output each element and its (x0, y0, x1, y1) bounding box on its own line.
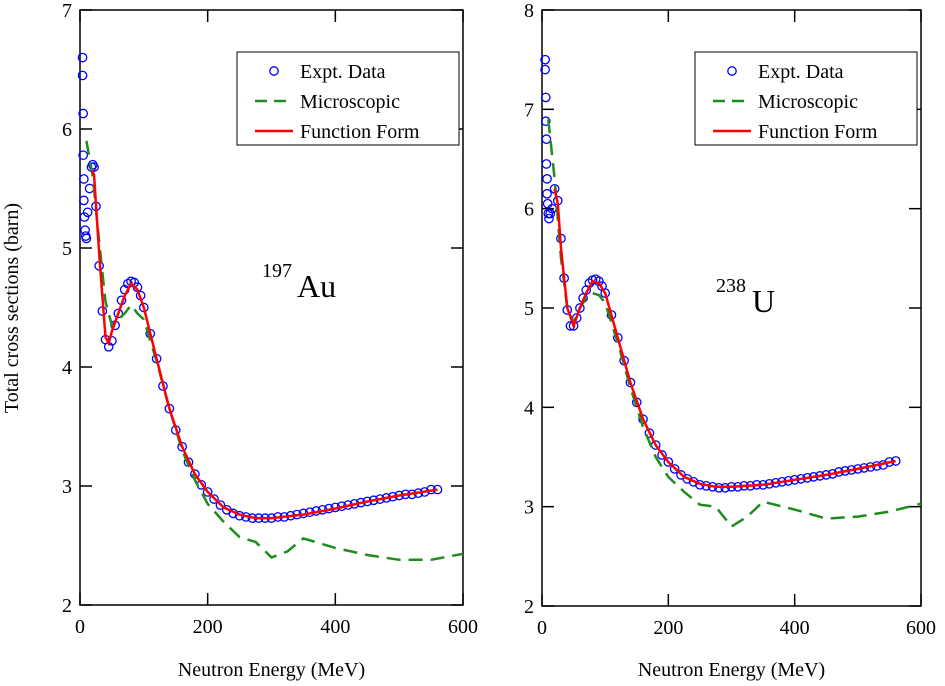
legend-symbol (727, 66, 737, 76)
y-tick-label: 4 (524, 397, 534, 419)
data-point (82, 207, 93, 218)
data-point (209, 494, 219, 504)
x-tick-label: 0 (75, 616, 85, 638)
x-tick-label: 600 (906, 617, 936, 639)
panel: 2 3 4 5 6 7 0 200 400 600 Neutron Energy (MeV) 197 A… (62, 0, 478, 681)
y-tick-label: 6 (524, 199, 534, 221)
data-point (202, 487, 213, 497)
annotation-element: Au (297, 268, 336, 304)
y-tick-label: 3 (62, 476, 72, 498)
legend-label: Microscopic (758, 91, 858, 113)
panel: 2 3 4 5 6 7 8 0 200 400 600 Neutron Energy (MeV) 238… (524, 0, 936, 681)
y-axis-label: Total cross sections (barn) (1, 203, 23, 413)
data-point (541, 134, 552, 144)
data-point (545, 208, 556, 219)
legend-label: Expt. Data (300, 61, 386, 83)
annotation-mass: 238 (716, 275, 746, 297)
x-axis-label: Neutron Energy (MeV) (178, 659, 365, 681)
x-tick-label: 200 (653, 617, 683, 639)
series-line (553, 188, 896, 489)
data-point (663, 457, 674, 467)
data-point (540, 92, 551, 103)
data-point (644, 428, 655, 439)
data-point (540, 54, 551, 65)
legend-label: Microscopic (300, 91, 400, 113)
y-tick-label: 8 (524, 0, 534, 22)
y-tick-label: 4 (62, 357, 72, 379)
data-point (657, 450, 667, 460)
legend-box (236, 51, 460, 146)
legend-label: Function Form (758, 121, 878, 143)
data-point (77, 70, 88, 81)
y-tick-label: 5 (524, 298, 534, 320)
y-tick-label: 7 (62, 0, 72, 22)
y-tick-label: 2 (524, 596, 534, 618)
data-point (78, 174, 89, 184)
data-point (215, 500, 226, 510)
data-point (544, 213, 554, 224)
data-point (77, 52, 88, 63)
annotation-element: U (752, 283, 775, 319)
data-point (78, 195, 89, 206)
data-point (540, 64, 551, 75)
data-point (575, 303, 585, 313)
legend-symbol (269, 66, 279, 76)
data-point (669, 464, 680, 474)
x-tick-label: 400 (780, 617, 810, 639)
x-tick-label: 0 (537, 617, 547, 639)
legend-box (694, 51, 918, 146)
data-point (177, 441, 187, 452)
y-tick-label: 2 (62, 595, 72, 617)
y-tick-label: 3 (524, 497, 534, 519)
data-point (542, 188, 552, 199)
data-point (78, 150, 89, 161)
series-line (547, 119, 921, 529)
legend-label: Expt. Data (758, 61, 844, 83)
x-tick-label: 600 (448, 616, 478, 638)
annotation-mass: 197 (262, 260, 292, 282)
data-point (79, 212, 90, 222)
data-point (542, 174, 552, 184)
data-point (542, 198, 553, 209)
data-point (81, 233, 92, 244)
data-point (541, 159, 552, 169)
y-tick-label: 5 (62, 238, 72, 260)
legend-label: Function Form (300, 121, 420, 143)
x-tick-label: 200 (193, 616, 223, 638)
x-axis-label: Neutron Energy (MeV) (638, 659, 825, 681)
y-tick-label: 6 (62, 119, 72, 141)
data-point (540, 116, 551, 127)
y-tick-label: 7 (524, 99, 534, 121)
plot-frame (79, 9, 464, 606)
x-tick-label: 400 (320, 616, 350, 638)
data-point (113, 308, 124, 319)
data-point (78, 108, 89, 119)
series-line (85, 140, 463, 562)
series-line (90, 169, 438, 520)
